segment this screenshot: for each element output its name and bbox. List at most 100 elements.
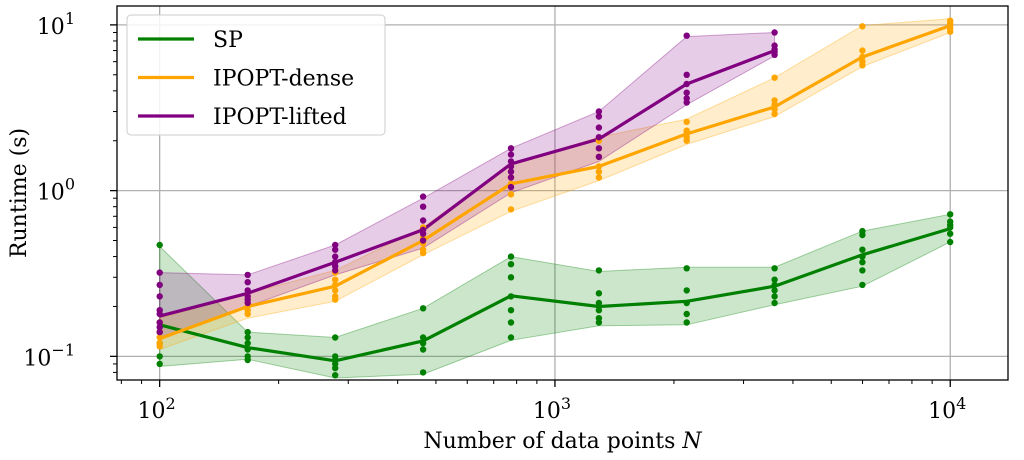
ipopt-lifted-point — [507, 183, 515, 191]
ipopt-lifted-point — [507, 145, 515, 152]
ipopt-dense-point — [859, 62, 866, 69]
ipopt-lifted-point — [771, 51, 778, 58]
ipopt-lifted-point — [244, 287, 251, 294]
sp-point — [771, 287, 778, 294]
x-tick-label: 104 — [928, 394, 966, 424]
ipopt-dense-point — [595, 168, 603, 175]
ipopt-lifted-point — [595, 134, 603, 141]
legend-box — [126, 14, 386, 136]
sp-point — [947, 238, 954, 246]
ipopt-dense-point — [419, 249, 427, 257]
sp-point — [244, 328, 251, 336]
plot-frame — [116, 5, 1009, 381]
scatter-points — [156, 17, 954, 379]
ipopt-lifted-point — [683, 80, 690, 88]
sp-point — [419, 340, 427, 347]
sp-point — [507, 253, 515, 260]
sp-point — [419, 305, 427, 312]
sp-point — [595, 299, 603, 307]
ipopt-dense-point — [771, 101, 778, 108]
sp-point — [244, 340, 251, 347]
sp-point — [595, 290, 603, 297]
ipopt-dense-point — [507, 206, 515, 213]
ipopt-lifted-point — [683, 99, 690, 106]
ipopt-dense-point — [859, 53, 866, 61]
ipopt-lifted-point — [595, 145, 603, 152]
sp-point — [507, 334, 515, 341]
ipopt-lifted-point — [419, 203, 427, 210]
ipopt-lifted-point — [771, 29, 778, 36]
ipopt-dense-point — [244, 310, 251, 318]
legend-label-ipopt-lifted: IPOPT-lifted — [213, 105, 347, 130]
ipopt-lifted-point — [419, 230, 427, 237]
sp-point — [947, 230, 954, 237]
sp-point — [156, 360, 163, 368]
ipopt-lifted-point — [507, 151, 515, 158]
ipopt-lifted-point — [332, 253, 339, 260]
ipopt-lifted-point — [683, 89, 690, 96]
sp-point — [595, 319, 603, 326]
sp-point — [156, 241, 163, 249]
ipopt-dense-point — [595, 163, 603, 170]
ipopt-lifted-point — [419, 193, 427, 200]
ipopt-dense-point — [156, 343, 163, 350]
ipopt-dense-point — [947, 28, 954, 35]
sp-point — [507, 261, 515, 268]
ipopt-lifted-point — [244, 299, 251, 307]
ipopt-lifted-point — [683, 32, 690, 39]
sp-point — [859, 267, 866, 274]
y-axis-label: Runtime (s) — [7, 128, 32, 258]
ipopt-lifted-point — [595, 124, 603, 131]
ipopt-dense-point — [332, 287, 339, 294]
ipopt-lifted-point — [507, 174, 515, 181]
sp-point — [947, 211, 954, 218]
ipopt-lifted-point — [244, 279, 251, 286]
ipopt-dense-point — [595, 174, 603, 181]
y-tick-label: 101 — [37, 9, 75, 40]
sp-point — [683, 319, 690, 326]
tick-labels: 102 103 104 10−1 100 101 — [23, 9, 966, 424]
y-tick-label: 10−1 — [23, 340, 75, 371]
sp-point — [683, 265, 690, 272]
ipopt-lifted-point — [507, 168, 515, 175]
ipopt-lifted-point — [332, 246, 339, 253]
ipopt-lifted-point — [332, 241, 339, 249]
sp-point — [244, 334, 251, 341]
ipopt-lifted-point — [156, 328, 163, 336]
ipopt-lifted-point — [683, 71, 690, 79]
ipopt-dense-point — [683, 137, 690, 144]
ipopt-lifted-point — [332, 267, 339, 274]
ipopt-lifted-point — [507, 158, 515, 165]
sp-point — [771, 276, 778, 283]
series-lines — [159, 24, 951, 363]
y-tick-label: 100 — [37, 175, 75, 206]
ipopt-dense-point — [332, 281, 339, 289]
sp-point — [419, 334, 427, 341]
x-tick-label: 102 — [138, 394, 176, 424]
sp-point — [507, 319, 515, 326]
sp-point — [507, 307, 515, 314]
legend: SP IPOPT-dense IPOPT-lifted — [126, 14, 386, 136]
ipopt-lifted-point — [595, 113, 603, 120]
x-axis-label: Number of data points N — [423, 429, 702, 454]
sp-point — [507, 293, 515, 300]
sp-point — [859, 246, 866, 253]
ipopt-dense-point — [683, 118, 690, 126]
sp-point — [771, 265, 778, 272]
sp-point — [683, 310, 690, 318]
sp-point — [771, 293, 778, 300]
ipopt-lifted-point — [595, 153, 603, 160]
ipopt-dense-point — [771, 106, 778, 113]
ipopt-lifted-point — [156, 281, 163, 289]
ipopt-dense-point — [771, 74, 778, 81]
ipopt-lifted-point — [156, 324, 163, 331]
legend-label-sp: SP — [213, 28, 243, 53]
sp-point — [419, 346, 427, 353]
sp-point — [947, 224, 954, 231]
ipopt-lifted-point — [244, 271, 251, 279]
sp-point — [859, 231, 866, 239]
ipopt-dense-point — [859, 23, 866, 30]
sp-line — [159, 227, 951, 363]
sp-point — [419, 369, 427, 376]
